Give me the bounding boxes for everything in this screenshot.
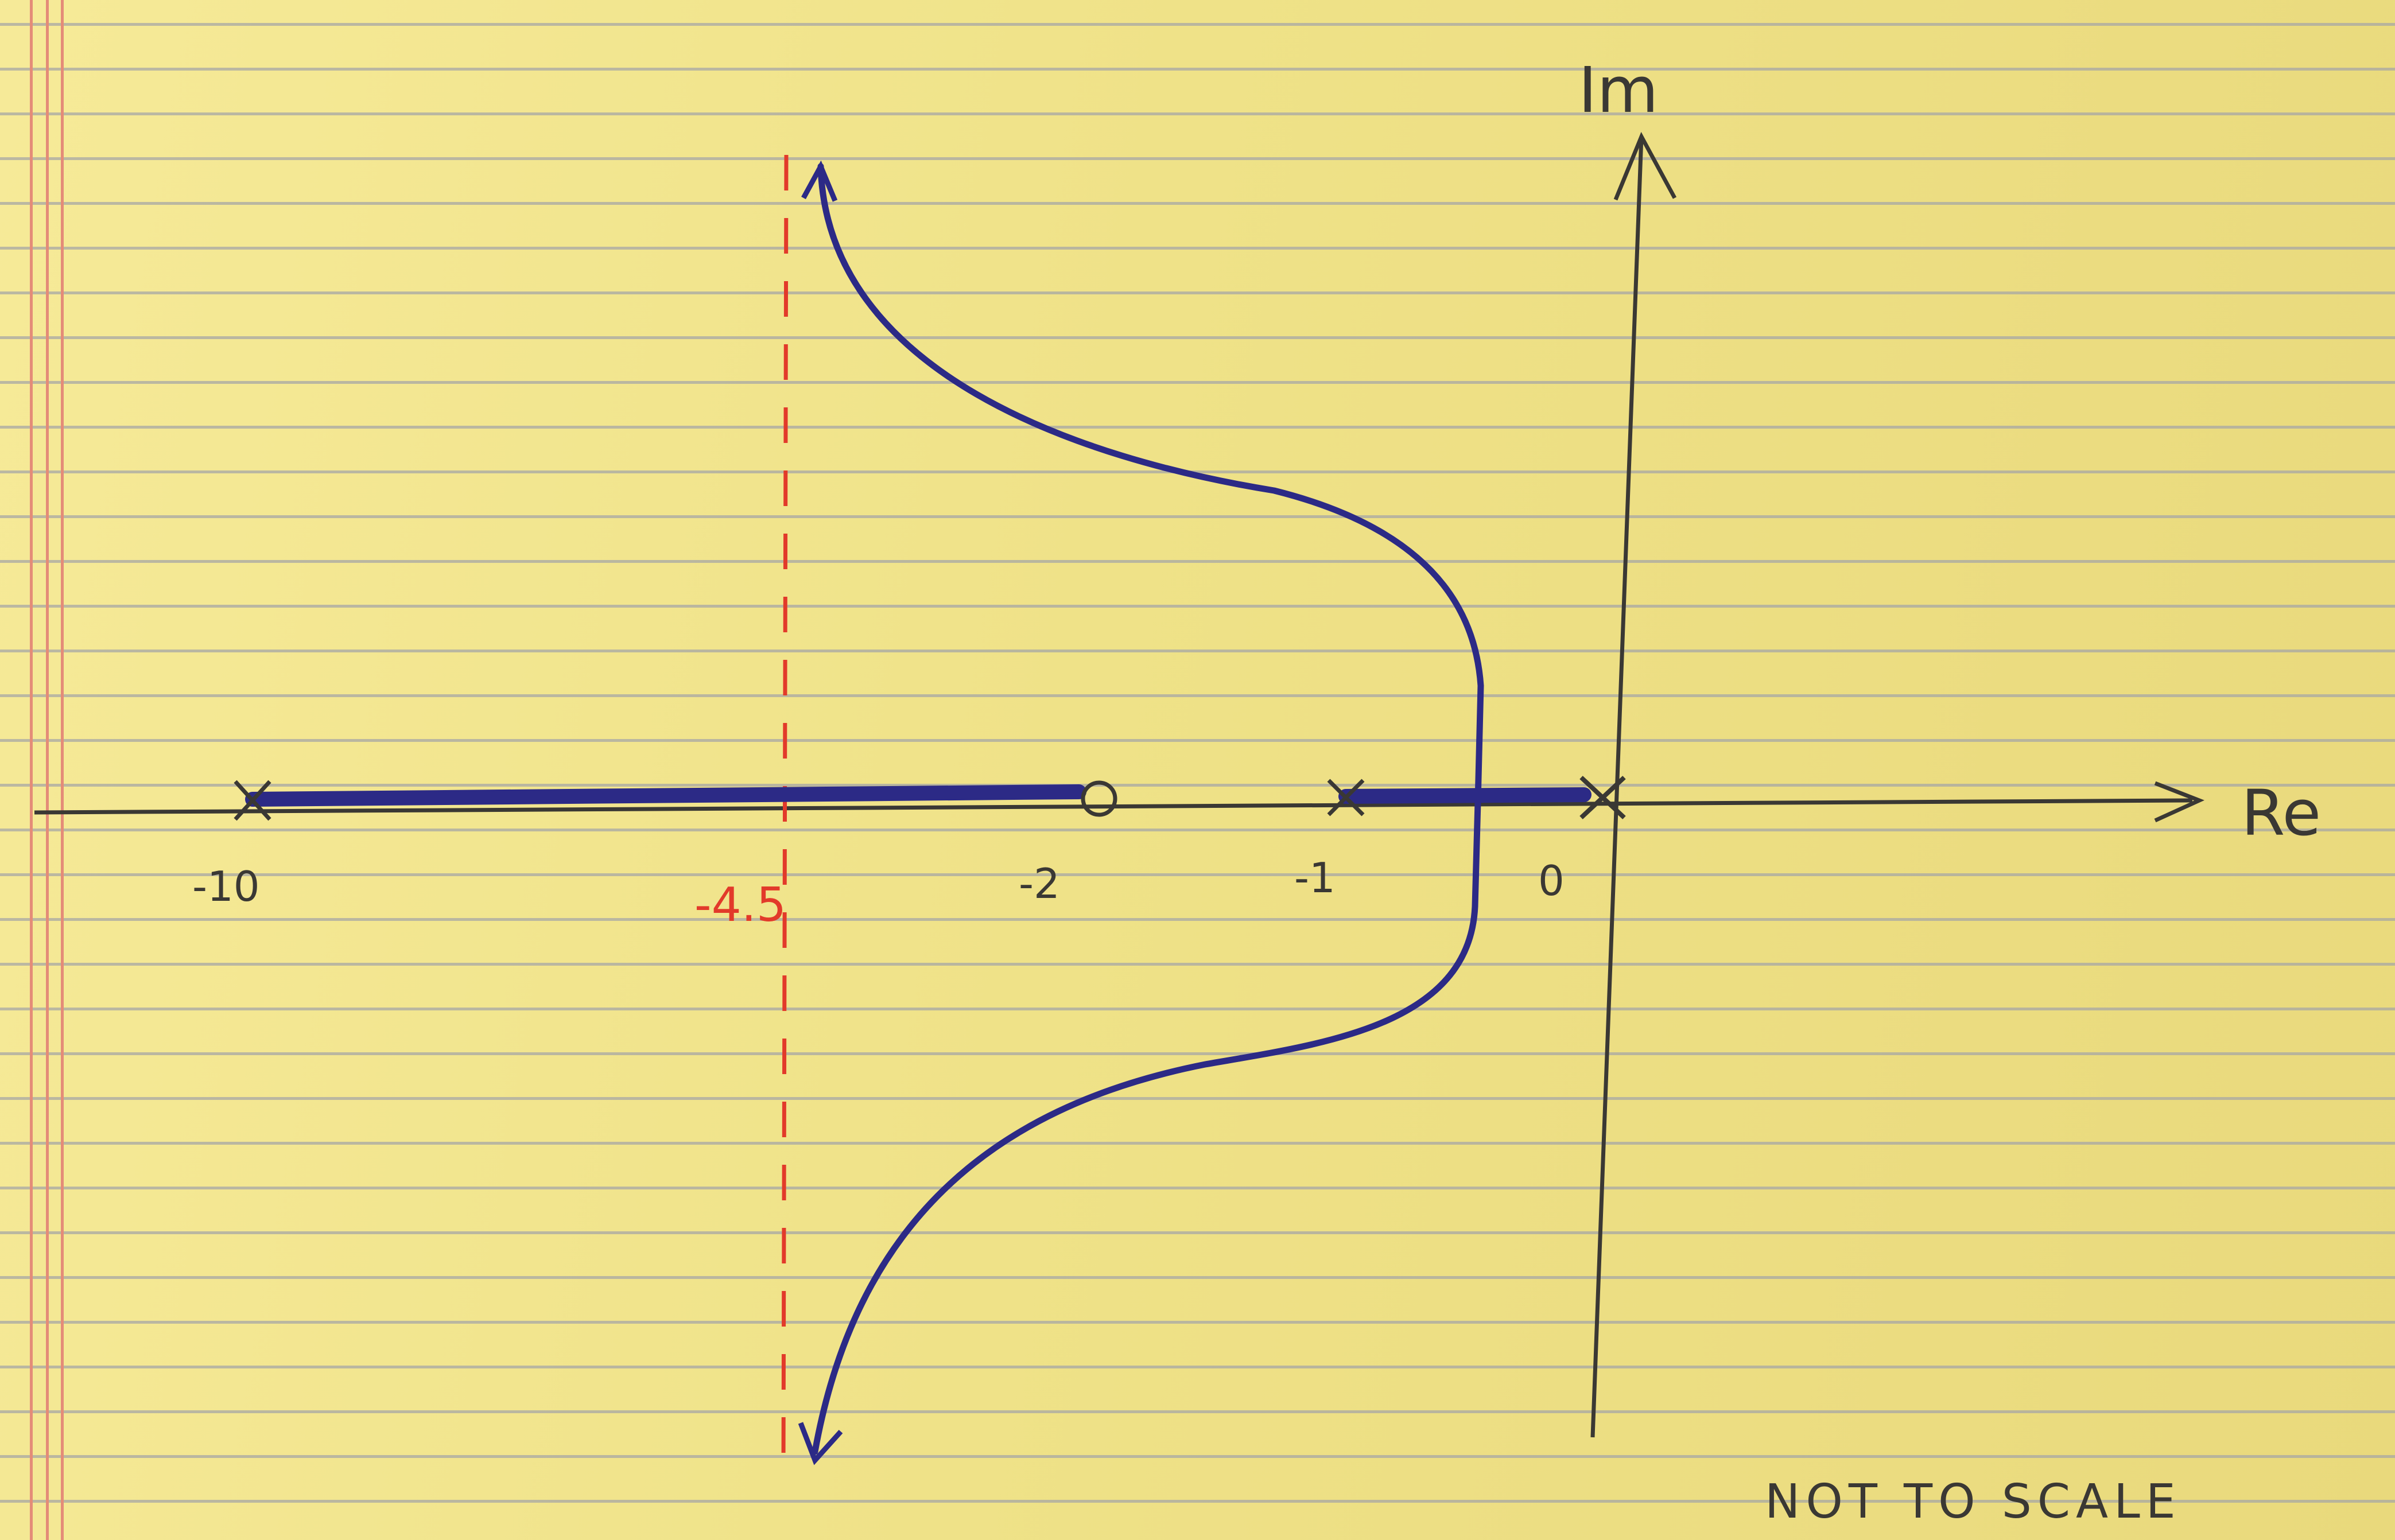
tick-label-minus2: -2	[1019, 860, 1060, 908]
ruled-line	[0, 1500, 2395, 1503]
ruled-line	[0, 157, 2395, 160]
ruled-line	[0, 1187, 2395, 1189]
ruled-line	[0, 515, 2395, 518]
pole-mark-minus10	[234, 780, 271, 821]
not-to-scale-note: NOT TO SCALE	[1765, 1475, 2181, 1529]
ruled-line	[0, 739, 2395, 742]
imag-axis-label: Im	[1578, 53, 1659, 127]
ruled-line	[0, 1455, 2395, 1458]
ruled-line	[0, 784, 2395, 787]
ruled-line	[0, 829, 2395, 831]
margin-line	[61, 0, 64, 1540]
ruled-line	[0, 470, 2395, 473]
lower-branch-arrowhead	[798, 1422, 843, 1465]
ruled-line	[0, 918, 2395, 921]
tick-label-minus1: -1	[1294, 854, 1336, 902]
ruled-line	[0, 336, 2395, 339]
real-axis-arrowhead	[2154, 781, 2205, 823]
ruled-line	[0, 963, 2395, 966]
ruled-line	[0, 23, 2395, 26]
asymptote-label: -4.5	[694, 878, 786, 932]
ruled-line	[0, 247, 2395, 250]
tick-label-zero: 0	[1538, 857, 1565, 905]
ruled-line	[0, 1052, 2395, 1055]
tick-label-minus10: -10	[192, 862, 260, 911]
ruled-line	[0, 1366, 2395, 1368]
ruled-line	[0, 650, 2395, 652]
pole-mark-minus1	[1327, 779, 1365, 816]
locus-branch-upper	[817, 163, 1484, 806]
ruled-line	[0, 68, 2395, 71]
ruled-line	[0, 873, 2395, 876]
upper-branch-arrowhead	[801, 160, 838, 202]
locus-segment-left	[245, 784, 1086, 807]
ruled-line	[0, 1142, 2395, 1145]
pole-mark-origin	[1579, 776, 1626, 819]
ruled-line	[0, 560, 2395, 563]
zero-mark-minus2	[1081, 780, 1117, 817]
real-axis-label: Re	[2241, 776, 2321, 850]
ruled-line	[0, 291, 2395, 294]
margin-line	[30, 0, 33, 1540]
locus-segment-right	[1338, 787, 1592, 804]
ruled-line	[0, 1321, 2395, 1324]
ruled-line	[0, 1410, 2395, 1413]
margin-line	[46, 0, 49, 1540]
asymptote-line	[781, 154, 789, 1475]
ruled-line	[0, 1276, 2395, 1279]
ruled-line	[0, 1231, 2395, 1234]
ruled-line	[0, 426, 2395, 429]
locus-branch-lower	[812, 799, 1481, 1455]
ruled-line	[0, 202, 2395, 205]
ruled-line	[0, 694, 2395, 697]
imag-axis-arrowhead	[1613, 131, 1677, 201]
ruled-line	[0, 605, 2395, 608]
ruled-line	[0, 112, 2395, 115]
ruled-line	[0, 1097, 2395, 1100]
ruled-line	[0, 381, 2395, 384]
ruled-line	[0, 1008, 2395, 1010]
